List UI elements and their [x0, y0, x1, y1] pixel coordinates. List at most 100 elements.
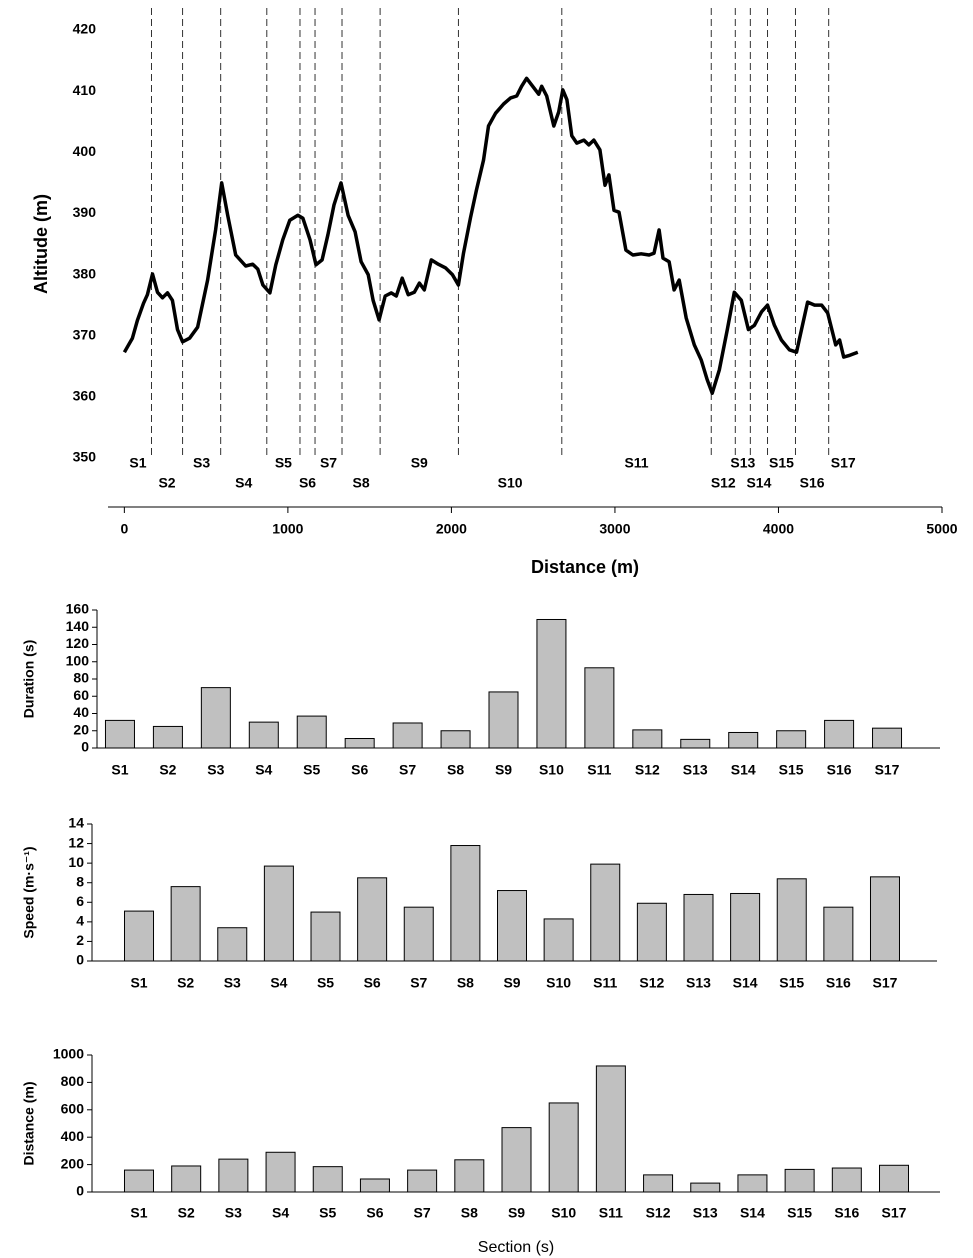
section-label: S14 — [746, 475, 771, 491]
y-tick-label: 10 — [68, 854, 84, 870]
x-tick-label: S10 — [539, 762, 564, 778]
x-tick-label: S17 — [875, 762, 900, 778]
x-tick-label: S9 — [495, 762, 512, 778]
section-label: S12 — [711, 475, 736, 491]
y-tick-label: 1000 — [53, 1046, 84, 1062]
y-tick-label: 0 — [76, 952, 84, 968]
bar — [728, 731, 759, 749]
x-tick-label: 1000 — [272, 521, 303, 537]
section-label: S6 — [299, 475, 316, 491]
bar — [296, 715, 327, 749]
y-tick-label: 360 — [73, 388, 97, 404]
x-tick-label: S2 — [177, 975, 194, 991]
section-label: S16 — [800, 475, 825, 491]
y-axis-label: Altitude (m) — [31, 194, 51, 294]
x-tick-label: 3000 — [599, 521, 630, 537]
y-tick-label: 200 — [61, 1155, 85, 1171]
x-tick-label: S6 — [366, 1205, 383, 1221]
x-tick-label: 2000 — [436, 521, 467, 537]
x-tick-label: S5 — [319, 1205, 336, 1221]
x-tick-label: S1 — [130, 975, 147, 991]
y-tick-label: 400 — [73, 143, 97, 159]
bar — [595, 1065, 626, 1193]
bar — [632, 729, 663, 749]
bar — [872, 727, 903, 749]
y-tick-label: 420 — [73, 21, 97, 37]
bar — [123, 1169, 154, 1193]
bar — [824, 719, 855, 749]
y-tick-label: 100 — [66, 652, 90, 668]
bar — [403, 906, 434, 962]
bar — [357, 877, 388, 962]
x-tick-label: S15 — [779, 762, 804, 778]
y-tick-label: 60 — [73, 687, 89, 703]
y-tick-label: 410 — [73, 82, 97, 98]
y-tick-label: 20 — [73, 721, 89, 737]
x-tick-label: S12 — [639, 975, 664, 991]
x-tick-label: S2 — [178, 1205, 195, 1221]
y-tick-label: 140 — [66, 618, 90, 634]
x-tick-label: S10 — [546, 975, 571, 991]
x-tick-label: S8 — [461, 1205, 478, 1221]
x-tick-label: 0 — [120, 521, 128, 537]
x-tick-label: S8 — [447, 762, 464, 778]
y-tick-label: 0 — [76, 1183, 84, 1199]
x-axis-label: Section (s) — [478, 1239, 554, 1256]
x-tick-label: S5 — [303, 762, 320, 778]
x-tick-label: S3 — [224, 975, 241, 991]
section-label: S1 — [129, 455, 146, 471]
section-label: S10 — [498, 475, 523, 491]
x-tick-label: S12 — [646, 1205, 671, 1221]
bar — [680, 738, 711, 749]
altitude-line — [122, 76, 859, 395]
bar — [217, 927, 248, 962]
x-tick-label: S14 — [731, 762, 756, 778]
bar — [392, 722, 423, 749]
bar — [636, 902, 667, 962]
x-tick-label: S14 — [740, 1205, 765, 1221]
y-tick-label: 370 — [73, 326, 97, 342]
bar — [879, 1164, 910, 1193]
bar — [543, 918, 574, 962]
x-tick-label: S9 — [503, 975, 520, 991]
bar — [344, 738, 375, 749]
x-tick-label: S11 — [593, 975, 617, 991]
x-tick-label: S4 — [272, 1205, 289, 1221]
y-tick-label: 6 — [76, 893, 84, 909]
section-label: S15 — [769, 455, 794, 471]
section-label: S17 — [831, 455, 856, 471]
x-tick-label: S11 — [599, 1205, 623, 1221]
bar — [690, 1182, 721, 1193]
y-tick-label: 2 — [76, 932, 84, 948]
y-tick-label: 400 — [61, 1128, 85, 1144]
bar — [265, 1151, 296, 1193]
y-tick-label: 4 — [76, 913, 84, 929]
bar — [104, 719, 135, 749]
bar — [548, 1102, 579, 1193]
bar — [683, 893, 714, 962]
bar — [450, 845, 481, 962]
y-tick-label: 380 — [73, 265, 97, 281]
y-tick-label: 8 — [76, 873, 84, 889]
x-tick-label: S3 — [207, 762, 224, 778]
bar — [497, 890, 527, 962]
x-tick-label: S12 — [635, 762, 660, 778]
bar — [124, 910, 155, 962]
y-axis-label: Speed (m·s⁻¹) — [21, 846, 37, 938]
x-tick-label: S7 — [410, 975, 427, 991]
bar — [312, 1166, 343, 1193]
x-tick-label: S8 — [457, 975, 474, 991]
x-tick-label: S16 — [834, 1205, 859, 1221]
y-tick-label: 390 — [73, 204, 97, 220]
y-tick-label: 12 — [68, 834, 84, 850]
y-tick-label: 0 — [81, 739, 89, 755]
bar — [248, 721, 279, 749]
bar — [869, 876, 900, 962]
section-label: S2 — [158, 475, 175, 491]
x-tick-label: 4000 — [763, 521, 794, 537]
x-tick-label: S17 — [882, 1205, 907, 1221]
x-axis-label: Distance (m) — [531, 557, 639, 577]
bar — [407, 1169, 438, 1193]
x-tick-label: S17 — [873, 975, 898, 991]
section-label: S7 — [320, 455, 337, 471]
